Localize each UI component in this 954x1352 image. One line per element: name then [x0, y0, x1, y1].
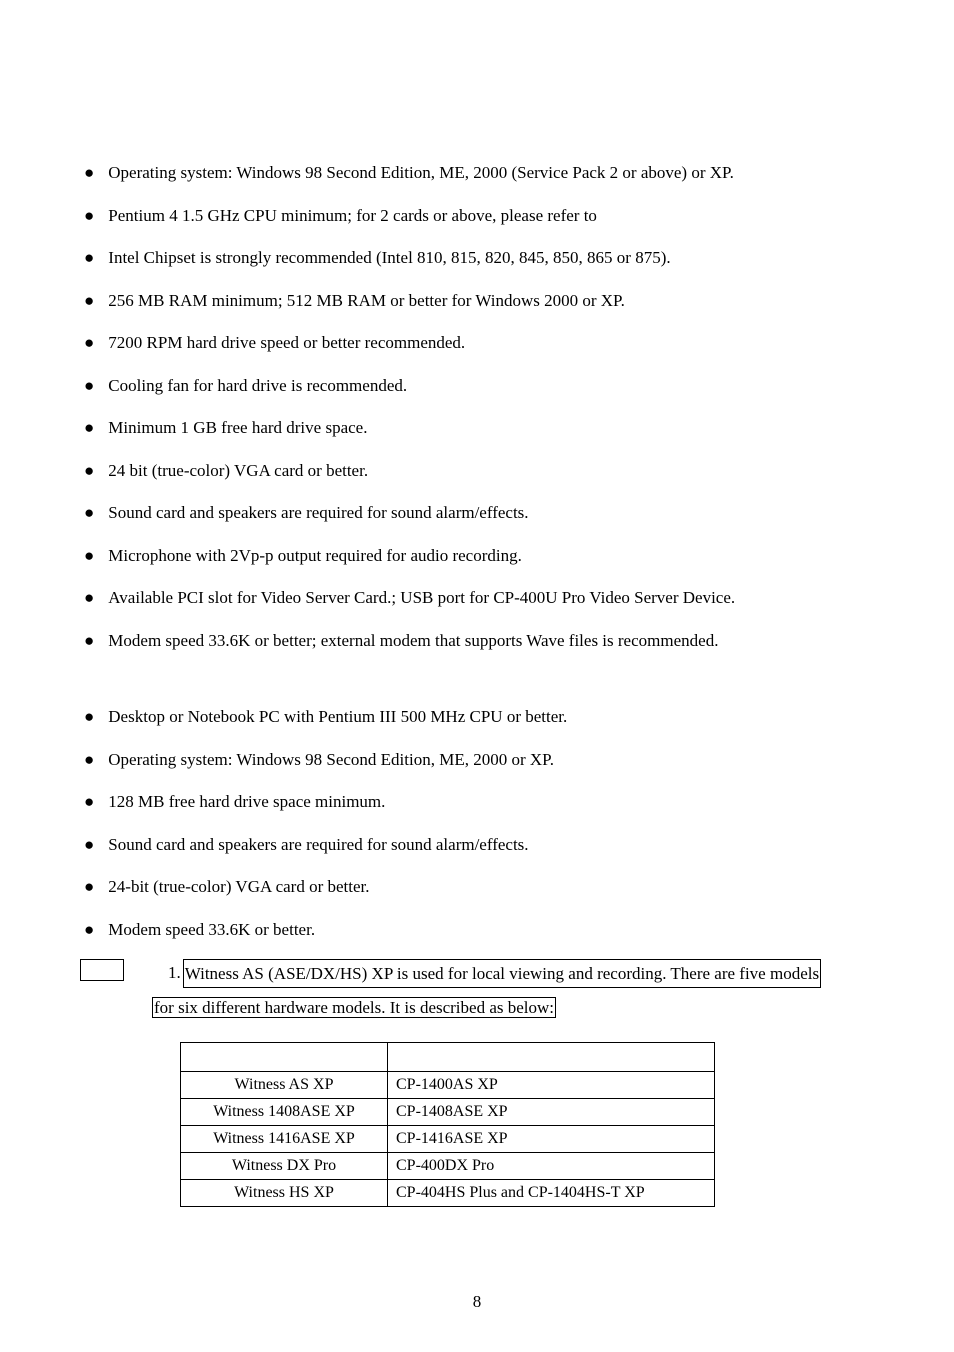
- list-item-text: Cooling fan for hard drive is recommende…: [108, 373, 407, 399]
- list-item-text: Operating system: Windows 98 Second Edit…: [108, 160, 734, 186]
- bullet-icon: ●: [84, 747, 94, 773]
- list-item: ● Minimum 1 GB free hard drive space.: [80, 415, 874, 441]
- list-item-text: Intel Chipset is strongly recommended (I…: [108, 245, 670, 271]
- list-item-text: 7200 RPM hard drive speed or better reco…: [108, 330, 465, 356]
- bullet-icon: ●: [84, 543, 94, 569]
- list-item: ● Desktop or Notebook PC with Pentium III…: [80, 704, 874, 730]
- bullet-icon: ●: [84, 415, 94, 441]
- list-item: ● 256 MB RAM minimum; 512 MB RAM or bette…: [80, 288, 874, 314]
- table-cell: Witness HS XP: [181, 1180, 388, 1207]
- table-row: Witness 1416ASE XP CP-1416ASE XP: [181, 1126, 715, 1153]
- bullet-icon: ●: [84, 458, 94, 484]
- table-cell: CP-1400AS XP: [388, 1072, 715, 1099]
- list-item: ● Cooling fan for hard drive is recommend…: [80, 373, 874, 399]
- note-line2-wrapper: for six different hardware models. It is…: [152, 998, 874, 1018]
- page-number: 8: [0, 1292, 954, 1312]
- list-item: ● Modem speed 33.6K or better; external m…: [80, 628, 874, 654]
- list-item-text: Desktop or Notebook PC with Pentium III …: [108, 704, 567, 730]
- list-item-text: Microphone with 2Vp-p output required fo…: [108, 543, 522, 569]
- bullet-icon: ●: [84, 203, 94, 229]
- list-item-text: Pentium 4 1.5 GHz CPU minimum; for 2 car…: [108, 203, 597, 229]
- table-row: Witness AS XP CP-1400AS XP: [181, 1072, 715, 1099]
- list-item: ● Operating system: Windows 98 Second Edi…: [80, 747, 874, 773]
- list-item: ● Operating system: Windows 98 Second Edi…: [80, 160, 874, 186]
- list-item-text: 128 MB free hard drive space minimum.: [108, 789, 385, 815]
- list-item: ● 24-bit (true-color) VGA card or better.: [80, 874, 874, 900]
- list-item: ● Sound card and speakers are required fo…: [80, 832, 874, 858]
- table-header-cell: [388, 1043, 715, 1072]
- bullet-icon: ●: [84, 789, 94, 815]
- note-number: 1.: [168, 959, 181, 986]
- bullet-icon: ●: [84, 585, 94, 611]
- list-item-text: 24 bit (true-color) VGA card or better.: [108, 458, 368, 484]
- table-cell: CP-1416ASE XP: [388, 1126, 715, 1153]
- bullet-icon: ●: [84, 628, 94, 654]
- list-item-text: 24-bit (true-color) VGA card or better.: [108, 874, 369, 900]
- table-cell: Witness 1416ASE XP: [181, 1126, 388, 1153]
- bullet-icon: ●: [84, 500, 94, 526]
- table-cell: Witness 1408ASE XP: [181, 1099, 388, 1126]
- list-item: ● Sound card and speakers are required fo…: [80, 500, 874, 526]
- bullet-icon: ●: [84, 245, 94, 271]
- list-item: ● 7200 RPM hard drive speed or better rec…: [80, 330, 874, 356]
- bullet-icon: ●: [84, 874, 94, 900]
- bullet-icon: ●: [84, 330, 94, 356]
- bullet-icon: ●: [84, 832, 94, 858]
- list-item-text: Minimum 1 GB free hard drive space.: [108, 415, 367, 441]
- bullet-icon: ●: [84, 288, 94, 314]
- note-paragraph: 1. Witness AS (ASE/DX/HS) XP is used for…: [80, 959, 874, 988]
- list-item-text: 256 MB RAM minimum; 512 MB RAM or better…: [108, 288, 625, 314]
- list-item: ● Modem speed 33.6K or better.: [80, 917, 874, 943]
- list-item-text: Available PCI slot for Video Server Card…: [108, 585, 735, 611]
- list-item-text: Modem speed 33.6K or better; external mo…: [108, 628, 718, 654]
- note-line1-box: Witness AS (ASE/DX/HS) XP is used for lo…: [183, 959, 821, 988]
- table-cell: CP-1408ASE XP: [388, 1099, 715, 1126]
- table-row: Witness HS XP CP-404HS Plus and CP-1404H…: [181, 1180, 715, 1207]
- list-item: ● 128 MB free hard drive space minimum.: [80, 789, 874, 815]
- list-item: ● Microphone with 2Vp-p output required f…: [80, 543, 874, 569]
- note-marker-box: [80, 959, 124, 981]
- list-item: ● Intel Chipset is strongly recommended (…: [80, 245, 874, 271]
- list-item-text: Sound card and speakers are required for…: [108, 832, 528, 858]
- bullet-icon: ●: [84, 160, 94, 186]
- section-divider: [80, 670, 874, 704]
- table-row: Witness DX Pro CP-400DX Pro: [181, 1153, 715, 1180]
- table-cell: Witness AS XP: [181, 1072, 388, 1099]
- table-header-cell: [181, 1043, 388, 1072]
- table-cell: CP-404HS Plus and CP-1404HS-T XP: [388, 1180, 715, 1207]
- bullet-icon: ●: [84, 704, 94, 730]
- bullet-icon: ●: [84, 917, 94, 943]
- table-cell: CP-400DX Pro: [388, 1153, 715, 1180]
- requirements-list-b: ● Desktop or Notebook PC with Pentium III…: [80, 704, 874, 942]
- list-item: ● Available PCI slot for Video Server Car…: [80, 585, 874, 611]
- list-item-text: Sound card and speakers are required for…: [108, 500, 528, 526]
- bullet-icon: ●: [84, 373, 94, 399]
- table-row: Witness 1408ASE XP CP-1408ASE XP: [181, 1099, 715, 1126]
- document-page: ● Operating system: Windows 98 Second Edi…: [0, 0, 954, 1352]
- list-item-text: Operating system: Windows 98 Second Edit…: [108, 747, 554, 773]
- list-item-text: Modem speed 33.6K or better.: [108, 917, 315, 943]
- list-item: ● Pentium 4 1.5 GHz CPU minimum; for 2 ca…: [80, 203, 874, 229]
- table-cell: Witness DX Pro: [181, 1153, 388, 1180]
- models-table: Witness AS XP CP-1400AS XP Witness 1408A…: [180, 1042, 715, 1207]
- note-line2-box: for six different hardware models. It is…: [152, 997, 556, 1018]
- list-item: ● 24 bit (true-color) VGA card or better.: [80, 458, 874, 484]
- requirements-list-a: ● Operating system: Windows 98 Second Edi…: [80, 160, 874, 653]
- table-header-row: [181, 1043, 715, 1072]
